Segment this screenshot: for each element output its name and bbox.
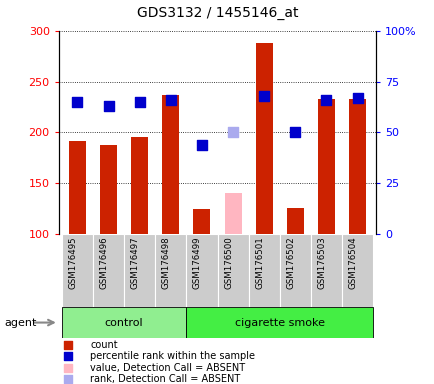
Point bbox=[229, 129, 236, 136]
Point bbox=[167, 97, 174, 103]
Text: value, Detection Call = ABSENT: value, Detection Call = ABSENT bbox=[90, 363, 245, 373]
Bar bbox=[162, 95, 179, 234]
Text: count: count bbox=[90, 340, 118, 350]
Point bbox=[65, 342, 72, 348]
Text: GSM176502: GSM176502 bbox=[286, 237, 295, 289]
Bar bbox=[310, 234, 341, 307]
Bar bbox=[317, 99, 334, 234]
Text: cigarette smoke: cigarette smoke bbox=[234, 318, 324, 328]
Bar bbox=[186, 234, 217, 307]
Text: GSM176498: GSM176498 bbox=[161, 237, 171, 289]
Point bbox=[65, 353, 72, 359]
Text: GSM176504: GSM176504 bbox=[348, 237, 357, 289]
Bar bbox=[286, 208, 303, 234]
Point bbox=[65, 365, 72, 371]
Bar bbox=[341, 234, 372, 307]
Point bbox=[353, 95, 360, 101]
Text: GSM176495: GSM176495 bbox=[68, 237, 77, 289]
Point bbox=[136, 99, 143, 105]
Point bbox=[74, 99, 81, 105]
Bar bbox=[62, 234, 93, 307]
Text: GSM176497: GSM176497 bbox=[130, 237, 139, 289]
Point bbox=[291, 129, 298, 136]
Text: GSM176503: GSM176503 bbox=[317, 237, 326, 289]
Text: GSM176499: GSM176499 bbox=[193, 237, 201, 289]
Bar bbox=[224, 192, 241, 234]
Point bbox=[260, 93, 267, 99]
Point bbox=[105, 103, 112, 109]
Text: GSM176501: GSM176501 bbox=[255, 237, 263, 289]
Text: GSM176496: GSM176496 bbox=[99, 237, 108, 289]
Bar bbox=[279, 234, 310, 307]
Bar bbox=[248, 234, 279, 307]
Point bbox=[65, 376, 72, 382]
Text: control: control bbox=[105, 318, 143, 328]
Text: GSM176500: GSM176500 bbox=[224, 237, 233, 289]
Bar bbox=[69, 141, 86, 234]
Bar bbox=[62, 307, 186, 338]
Bar bbox=[193, 209, 210, 234]
Bar bbox=[131, 137, 148, 234]
Point bbox=[322, 97, 329, 103]
Bar bbox=[255, 43, 272, 234]
Point bbox=[198, 142, 205, 148]
Text: GDS3132 / 1455146_at: GDS3132 / 1455146_at bbox=[136, 7, 298, 20]
Bar bbox=[348, 99, 365, 234]
Bar bbox=[217, 234, 248, 307]
Text: agent: agent bbox=[4, 318, 36, 328]
Text: percentile rank within the sample: percentile rank within the sample bbox=[90, 351, 255, 361]
Bar bbox=[93, 234, 124, 307]
Bar bbox=[186, 307, 372, 338]
Bar bbox=[100, 145, 117, 234]
Text: rank, Detection Call = ABSENT: rank, Detection Call = ABSENT bbox=[90, 374, 240, 384]
Bar bbox=[124, 234, 155, 307]
Bar bbox=[155, 234, 186, 307]
